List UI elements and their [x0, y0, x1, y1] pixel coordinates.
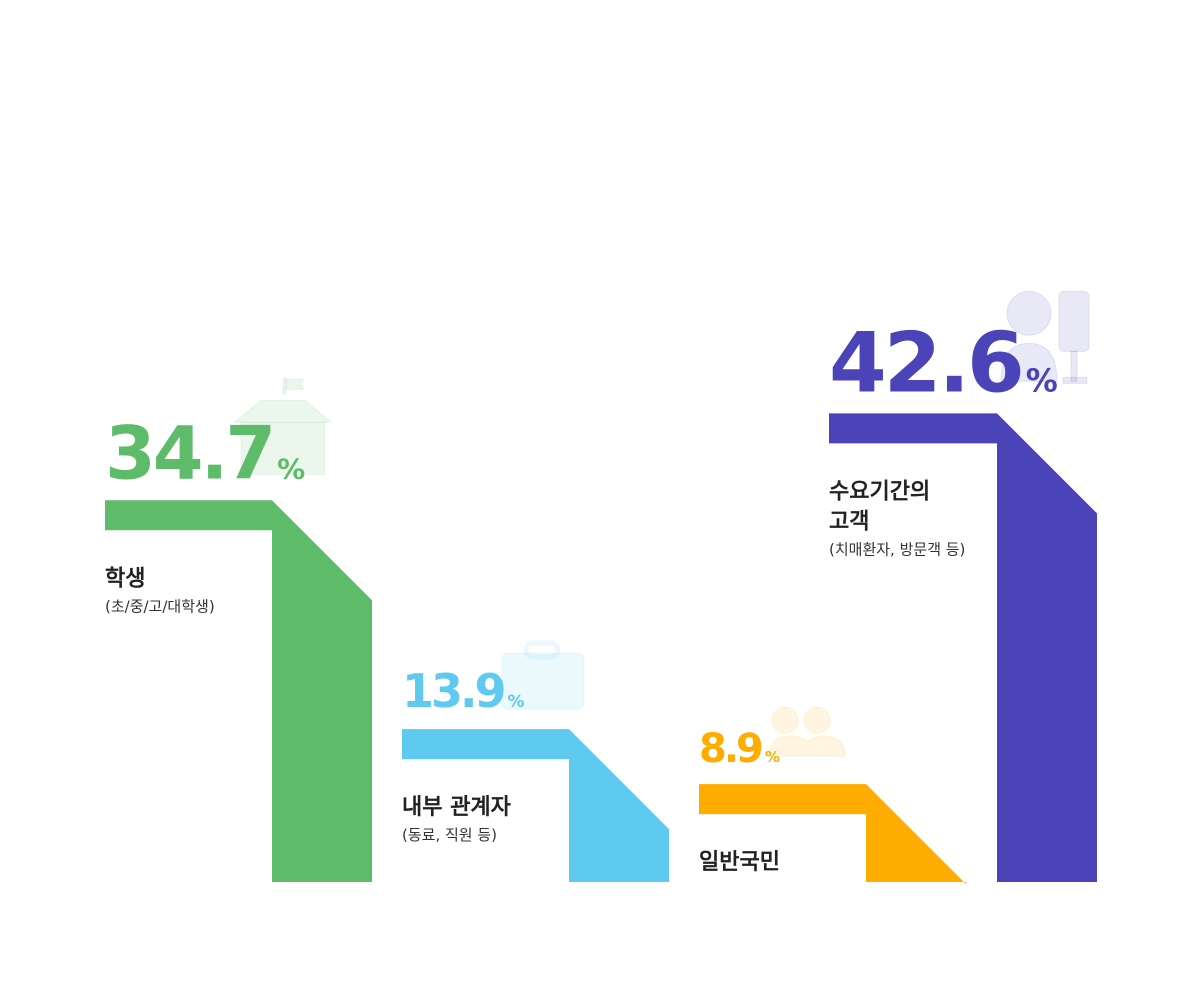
- bar: [699, 784, 966, 885]
- bar: [105, 500, 372, 882]
- people-icon: [768, 706, 846, 757]
- category-sublabel: (초/중/고/대학생): [105, 597, 215, 615]
- bar-group: 13.9 %내부 관계자(동료, 직원 등): [402, 643, 669, 882]
- category-label: 수요기간의: [829, 479, 930, 504]
- data-label-value: 8.9: [699, 726, 762, 772]
- data-label-value: 13.9: [402, 664, 504, 718]
- category-label: 고객: [829, 509, 869, 534]
- bar-group: 34.7 % 학생 (초/중/고/대학생): [105, 377, 372, 882]
- category-label: 일반국민: [699, 850, 780, 875]
- category-label: 내부 관계자: [402, 795, 512, 820]
- category-sublabel: (동료, 직원 등): [402, 826, 497, 844]
- data-label-unit: %: [277, 452, 305, 485]
- data-label-value: 34.7: [105, 411, 273, 496]
- category-sublabel: (치매환자, 방문객 등): [829, 540, 965, 558]
- bar: [829, 413, 1097, 882]
- data-label: 42.6%: [829, 314, 1058, 411]
- data-label-value: 42.6: [829, 314, 1022, 411]
- bar-group: 8.9 % 일반국민: [699, 706, 966, 885]
- data-label-unit: %: [1026, 361, 1058, 399]
- data-label: 8.9%: [699, 726, 780, 772]
- bar: [402, 729, 669, 882]
- category-label: 학생: [105, 566, 145, 591]
